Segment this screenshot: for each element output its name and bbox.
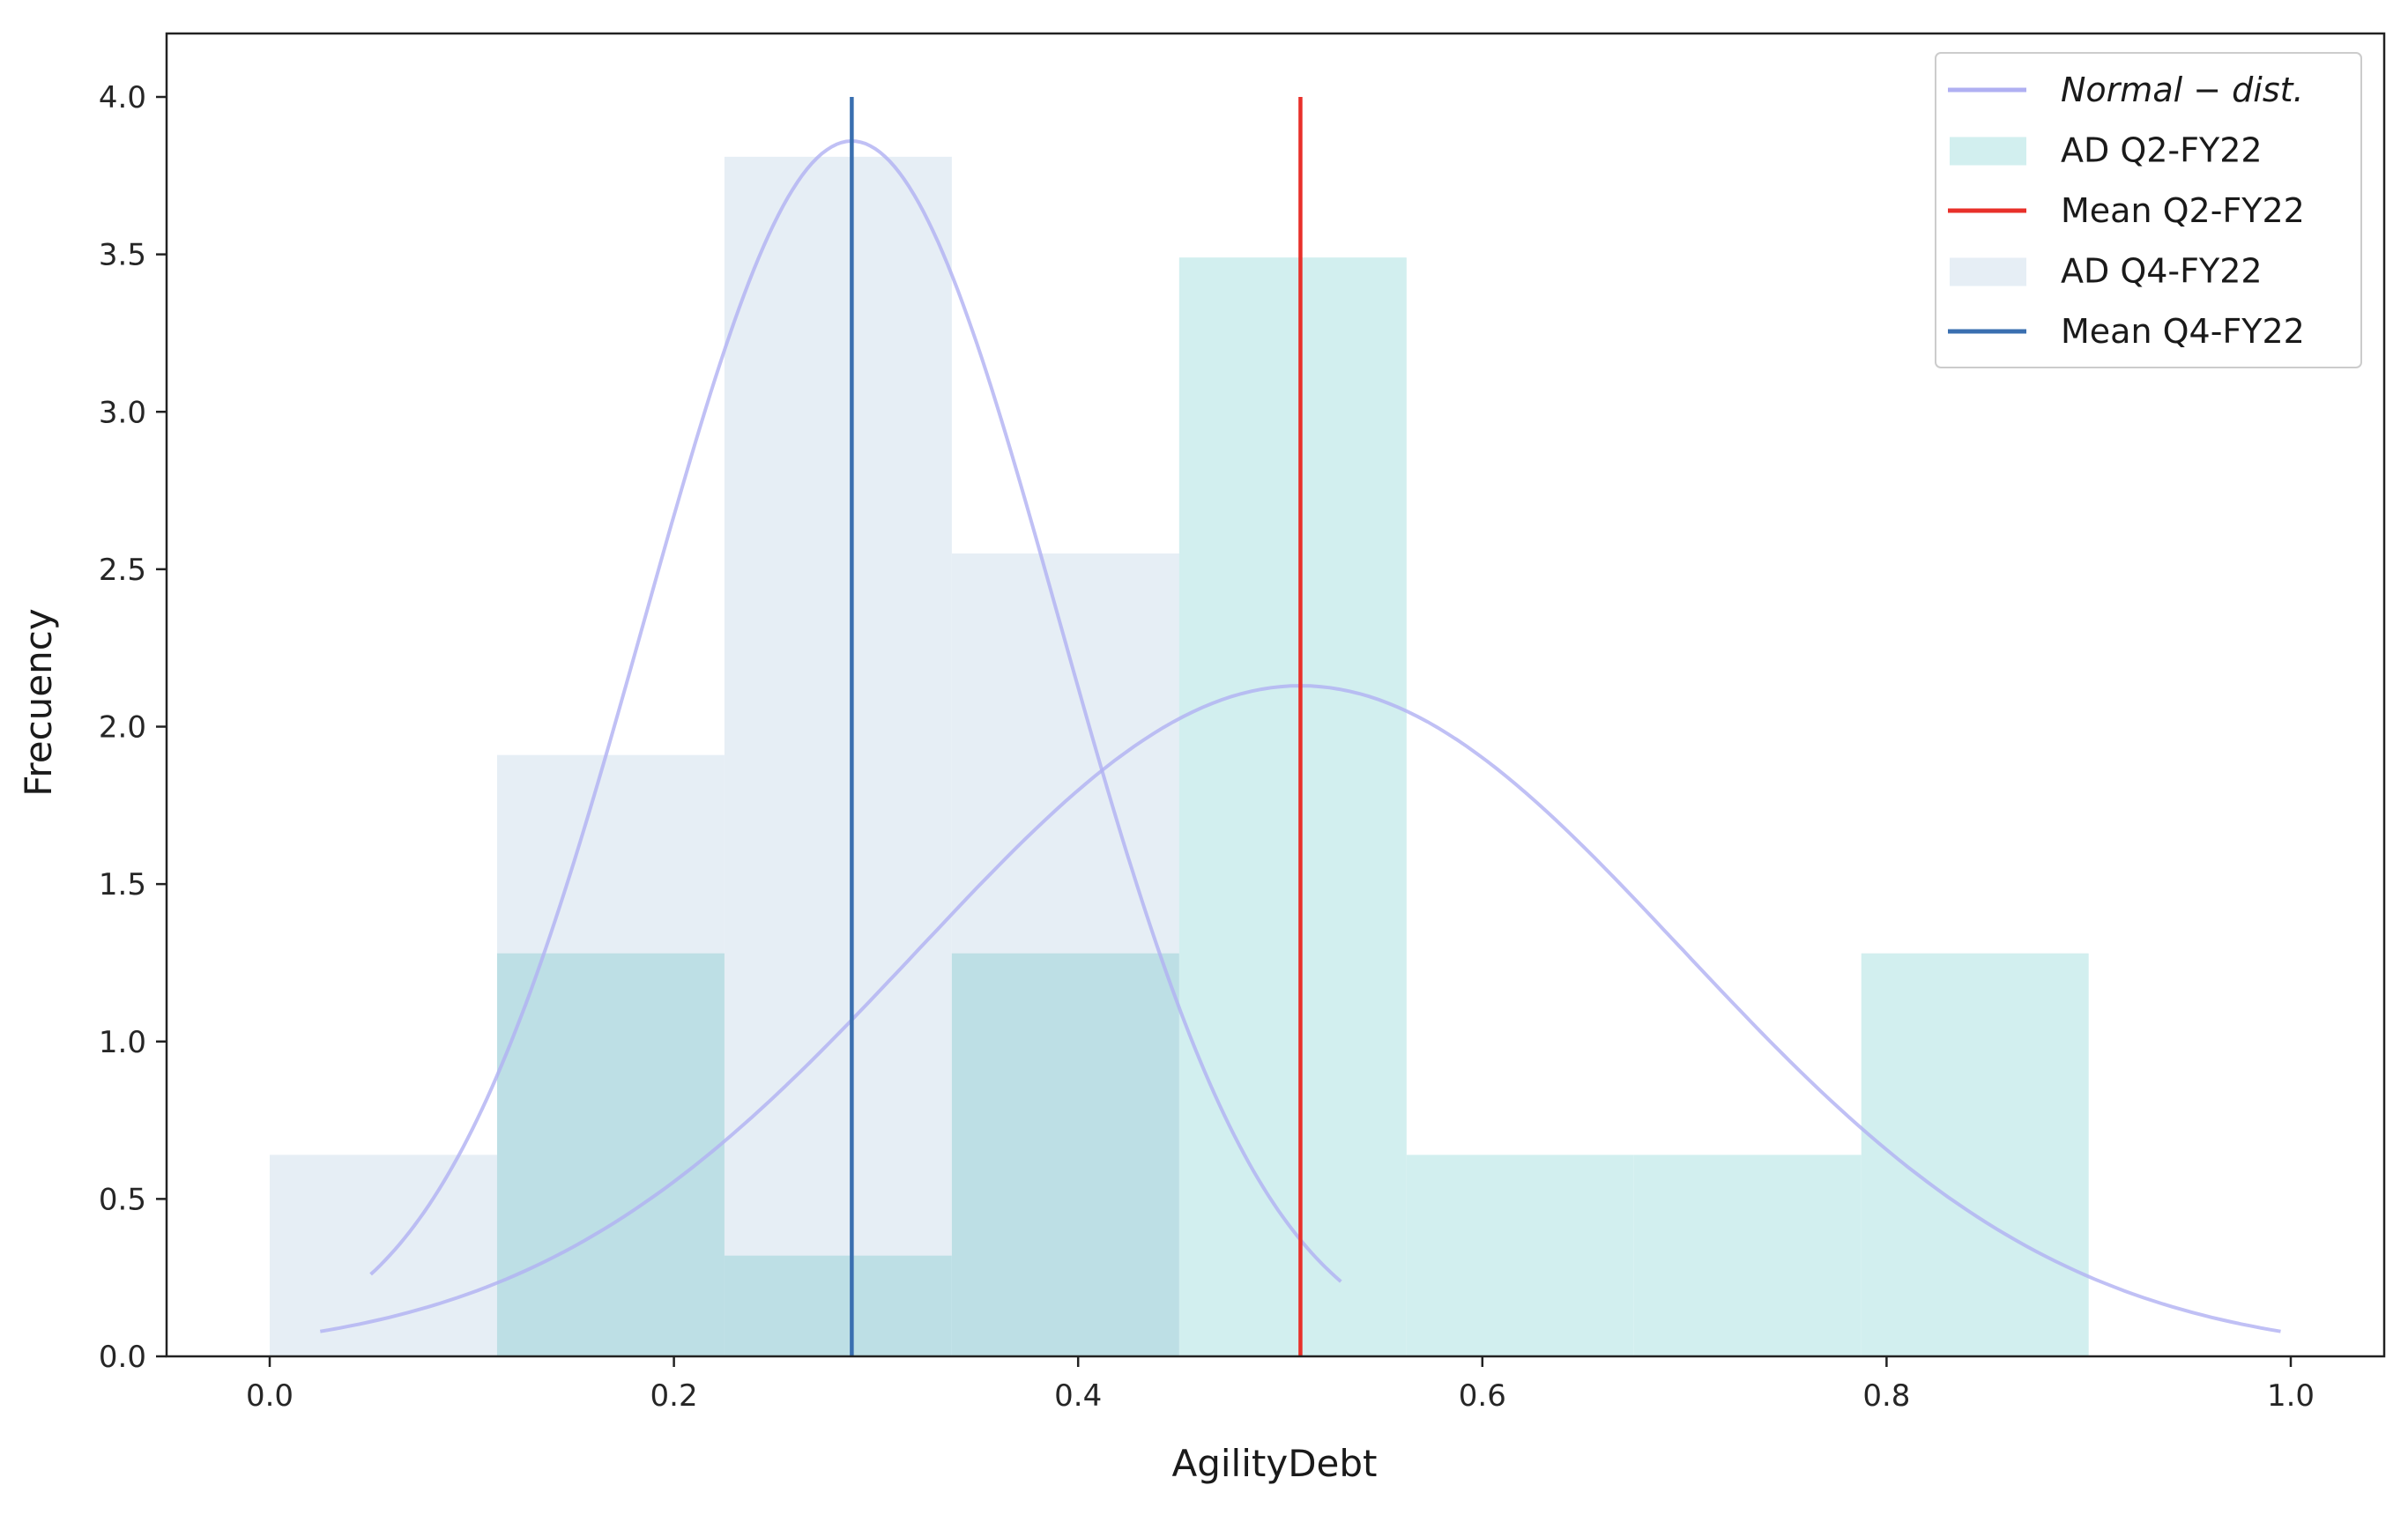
y-axis-label: Frecuency [17,608,60,796]
y-tick-label: 2.5 [99,553,146,588]
legend-label: Mean Q4-FY22 [2061,312,2305,351]
bar-ad-q2 [951,953,1179,1356]
bar-ad-q2 [1861,953,2089,1356]
legend-box [1935,52,2362,368]
bar-ad-q2 [1178,257,1407,1356]
legend-label: Normal − dist. [2061,71,2304,109]
x-tick-label: 0.6 [1459,1378,1506,1414]
bar-ad-q4 [270,1155,497,1356]
y-tick-label: 1.0 [99,1025,146,1060]
legend-label: AD Q4-FY22 [2061,252,2263,291]
bar-ad-q2 [496,953,725,1356]
bar-ad-q2 [1633,1155,1862,1356]
legend-patch-swatch [1950,137,2026,166]
y-tick-label: 3.0 [99,395,146,430]
bar-ad-q2 [1406,1155,1634,1356]
y-tick-label: 0.0 [99,1340,146,1375]
y-tick-label: 2.0 [99,710,146,746]
y-axis-ticks: 0.0 0.5 1.0 1.5 2.0 2.5 3.0 3.5 4.0 [99,80,167,1375]
x-tick-label: 1.0 [2267,1378,2315,1414]
y-tick-label: 3.5 [99,238,146,273]
legend-label: Mean Q2-FY22 [2061,191,2305,230]
x-tick-label: 0.0 [246,1378,294,1414]
axes-frame [165,32,2386,1358]
y-tick-label: 1.5 [99,867,146,902]
x-tick-label: 0.2 [650,1378,698,1414]
legend: Normal − dist. AD Q2-FY22 Mean Q2-FY22 AD Q… [1935,52,2362,368]
bar-ad-q4 [724,156,952,1357]
y-tick-label: 4.0 [99,80,146,115]
x-axis-ticks: 0.0 0.2 0.4 0.6 0.8 1.0 [246,1356,2315,1414]
bar-ad-q2 [724,1255,952,1356]
mean-lines [850,97,1303,1356]
x-tick-label: 0.8 [1862,1378,1910,1414]
x-tick-label: 0.4 [1054,1378,1102,1414]
bars-ad-q2-fy22 [496,257,2089,1356]
y-tick-label: 0.5 [99,1182,146,1217]
legend-patch-swatch [1950,257,2026,286]
legend-label: AD Q2-FY22 [2061,131,2263,170]
normal-curve-1 [369,138,1342,1283]
x-axis-label: AgilityDebt [1171,1442,1377,1485]
